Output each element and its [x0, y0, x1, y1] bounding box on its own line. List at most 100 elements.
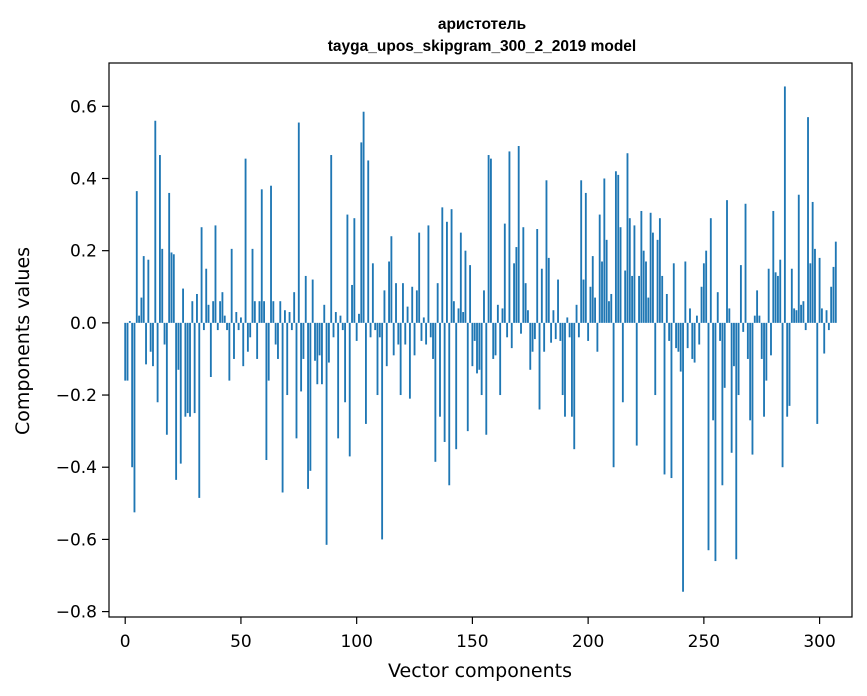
bar: [406, 306, 409, 323]
bar: [557, 279, 559, 323]
bar: [367, 160, 370, 323]
bar: [524, 283, 527, 323]
bar: [126, 322, 129, 381]
bar: [246, 322, 249, 352]
bar: [705, 250, 708, 323]
bar: [700, 286, 703, 323]
bar: [425, 322, 428, 345]
x-axis-label: Vector components: [388, 660, 572, 682]
x-axis-ticks: 0 50 100 150 200 250 300: [120, 617, 836, 652]
bar: [369, 322, 372, 338]
bar: [455, 322, 458, 450]
bar: [580, 180, 583, 323]
bar: [307, 322, 309, 489]
bar: [797, 194, 800, 323]
bar: [596, 322, 599, 352]
bar: [172, 254, 175, 323]
bar: [684, 261, 687, 323]
bar: [742, 322, 745, 332]
bar: [638, 275, 640, 323]
bar: [219, 301, 222, 323]
bar: [381, 322, 384, 540]
bar: [520, 322, 522, 334]
bar: [601, 261, 603, 323]
bar: [422, 317, 425, 323]
bar: [131, 322, 134, 468]
bar: [617, 174, 620, 323]
bar: [483, 290, 485, 323]
bar: [489, 158, 492, 323]
bar: [814, 248, 816, 323]
bar: [348, 322, 351, 457]
bar: [436, 283, 439, 323]
bar: [434, 322, 437, 462]
bar: [464, 250, 467, 323]
bar: [668, 322, 671, 341]
bar: [332, 322, 335, 338]
bar: [207, 304, 210, 323]
bar: [355, 322, 358, 341]
bar: [351, 284, 353, 323]
bar: [182, 288, 184, 323]
bar: [577, 322, 580, 338]
bar: [323, 304, 326, 323]
bar: [365, 322, 367, 424]
y-tick-label: 0.6: [70, 97, 97, 117]
bar: [561, 322, 564, 396]
bar: [478, 322, 481, 370]
bar: [133, 322, 136, 513]
bar: [536, 229, 539, 323]
bar: [321, 322, 323, 385]
bar: [138, 315, 141, 323]
chart-title: аристотель: [438, 16, 526, 33]
bar: [531, 322, 534, 352]
bar: [823, 322, 826, 354]
bar: [265, 322, 268, 461]
bars-group: [124, 86, 837, 592]
bar: [420, 322, 423, 341]
bar: [753, 315, 756, 323]
bar: [309, 322, 312, 471]
y-tick-label: 0.2: [70, 242, 97, 262]
bar: [163, 322, 166, 345]
bar: [672, 263, 675, 323]
bar: [427, 225, 430, 323]
bar: [466, 322, 469, 432]
bar: [191, 301, 194, 323]
bar: [156, 322, 159, 403]
bar: [237, 322, 240, 331]
bar: [244, 158, 247, 323]
bar: [159, 155, 161, 323]
bar: [212, 301, 215, 323]
bar: [628, 218, 631, 323]
bar: [286, 322, 289, 396]
bar: [709, 218, 712, 323]
bar: [418, 232, 421, 323]
bar: [774, 272, 777, 323]
bar: [492, 322, 495, 359]
bar: [226, 322, 228, 331]
bar: [318, 322, 321, 356]
bar: [598, 214, 601, 323]
bar: [730, 322, 733, 453]
bar: [184, 322, 187, 417]
bar: [177, 322, 180, 370]
bar: [564, 322, 566, 417]
bar: [594, 297, 596, 323]
bar: [385, 322, 388, 367]
bar: [374, 322, 377, 331]
bar: [698, 322, 701, 345]
bar: [571, 322, 573, 417]
bar: [621, 322, 624, 403]
bar: [677, 322, 680, 352]
bar: [360, 142, 363, 323]
bar: [760, 322, 763, 359]
bar: [473, 322, 476, 341]
bar: [281, 322, 284, 493]
bar: [186, 322, 189, 414]
bar: [726, 200, 728, 323]
bar: [314, 322, 316, 361]
bar: [689, 308, 691, 323]
bar: [446, 221, 448, 323]
